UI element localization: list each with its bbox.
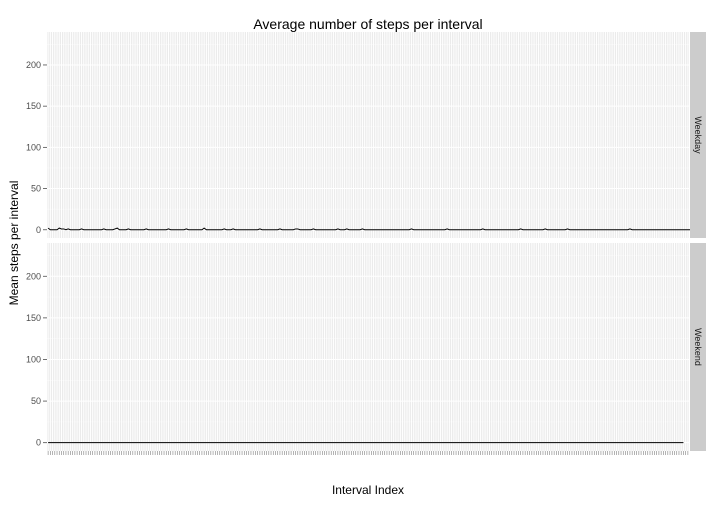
y-tick-label: 0 xyxy=(36,438,41,448)
y-tick-label: 150 xyxy=(26,101,41,111)
x-axis-title: Interval Index xyxy=(332,483,404,497)
y-tick-label: 100 xyxy=(26,354,41,364)
facet-strip-label: Weekday xyxy=(693,116,703,154)
y-axis-title: Mean steps per interval xyxy=(7,181,21,306)
y-tick-label: 200 xyxy=(26,60,41,70)
y-tick-label: 200 xyxy=(26,271,41,281)
facet-strip xyxy=(690,243,706,451)
panel-background xyxy=(47,32,689,238)
chart-title: Average number of steps per interval xyxy=(253,16,482,32)
y-tick-label: 150 xyxy=(26,313,41,323)
y-tick-label: 0 xyxy=(36,225,41,235)
panel-background xyxy=(47,243,689,451)
y-tick-label: 50 xyxy=(31,396,41,406)
series-line-weekday xyxy=(47,227,697,231)
y-tick-label: 100 xyxy=(26,142,41,152)
facet-panels: 0 50 100 150 200 Weekday 0 50 100 150 200 Weekend xyxy=(26,32,706,455)
facet-weekday: 0 50 100 150 200 Weekday xyxy=(26,32,706,238)
facet-weekend: 0 50 100 150 200 Weekend xyxy=(26,243,706,451)
facet-strip xyxy=(690,32,706,238)
facet-strip-label: Weekend xyxy=(693,328,703,366)
x-axis-ticks xyxy=(47,451,689,455)
y-tick-label: 50 xyxy=(31,184,41,194)
